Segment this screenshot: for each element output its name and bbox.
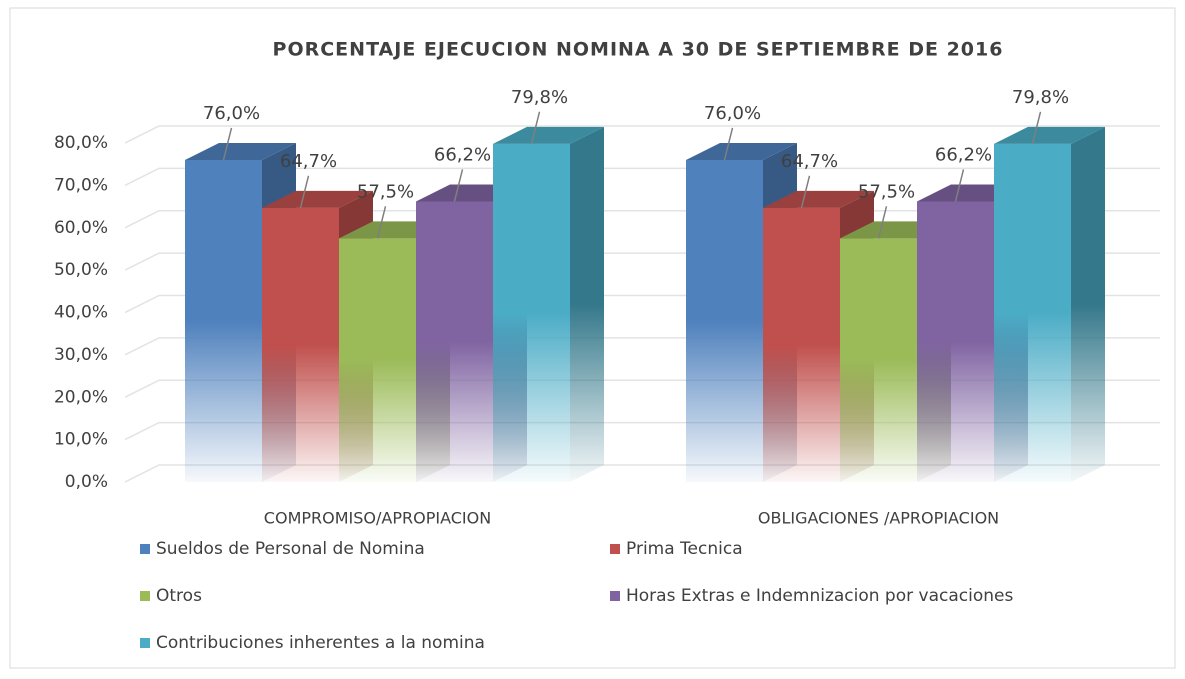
y-tick-label: 30,0%	[54, 345, 108, 365]
chart-title: PORCENTAJE EJECUCION NOMINA A 30 DE SEPT…	[273, 39, 1004, 61]
bar-top	[493, 126, 604, 144]
leader-line	[453, 169, 464, 202]
bar-side	[570, 126, 604, 482]
legend-label: Prima Tecnica	[626, 539, 743, 559]
leader-line	[877, 206, 888, 239]
legend-label: Otros	[156, 586, 202, 606]
value-label: 66,2%	[935, 144, 992, 165]
value-label: 66,2%	[434, 144, 491, 165]
leader-line	[530, 111, 541, 145]
y-tick-label: 50,0%	[54, 260, 108, 280]
legend-label: Sueldos de Personal de Nomina	[156, 539, 425, 559]
x-tick-label: OBLIGACIONES /APROPIACION	[758, 509, 999, 528]
bar	[185, 159, 262, 482]
bar	[994, 143, 1071, 482]
bar-side	[1071, 126, 1105, 482]
legend-swatch	[610, 591, 620, 601]
value-label: 64,7%	[280, 151, 337, 172]
bar	[840, 238, 917, 482]
leader-line	[723, 127, 734, 161]
value-label: 57,5%	[357, 181, 414, 202]
legend-swatch	[140, 591, 150, 601]
leader-line	[222, 127, 233, 161]
value-label: 76,0%	[704, 103, 761, 124]
value-label: 76,0%	[203, 103, 260, 124]
leader-line	[954, 169, 965, 202]
bar	[686, 159, 763, 482]
bar	[493, 143, 570, 482]
bar-top	[262, 190, 373, 208]
legend-label: Horas Extras e Indemnizacion por vacacio…	[626, 586, 1013, 606]
y-tick-label: 80,0%	[54, 133, 108, 153]
y-tick-label: 60,0%	[54, 218, 108, 238]
y-tick-label: 70,0%	[54, 175, 108, 195]
bar-top	[994, 126, 1105, 144]
grid-line	[124, 167, 1160, 187]
leader-line	[1031, 111, 1042, 145]
value-label: 57,5%	[858, 181, 915, 202]
grid-line	[124, 125, 1160, 144]
value-label: 79,8%	[1012, 87, 1069, 108]
bar	[763, 207, 840, 483]
bar-top	[185, 142, 296, 160]
bar	[339, 238, 416, 482]
value-label: 79,8%	[511, 87, 568, 108]
bar	[262, 207, 339, 483]
y-tick-label: 20,0%	[54, 387, 108, 407]
bar-top	[686, 142, 797, 160]
bar	[917, 201, 994, 483]
y-tick-label: 40,0%	[54, 303, 108, 323]
legend-swatch	[610, 544, 620, 554]
x-tick-label: COMPROMISO/APROPIACION	[264, 509, 491, 528]
legend-label: Contribuciones inherentes a la nomina	[156, 633, 485, 653]
bar	[416, 201, 493, 483]
legend-swatch	[140, 638, 150, 648]
leader-line	[376, 206, 387, 239]
bar-top	[763, 190, 874, 208]
y-tick-label: 0,0%	[65, 472, 108, 492]
leader-line	[800, 175, 811, 209]
value-label: 64,7%	[781, 151, 838, 172]
leader-line	[299, 175, 310, 209]
legend-swatch	[140, 544, 150, 554]
y-tick-label: 10,0%	[54, 430, 108, 450]
